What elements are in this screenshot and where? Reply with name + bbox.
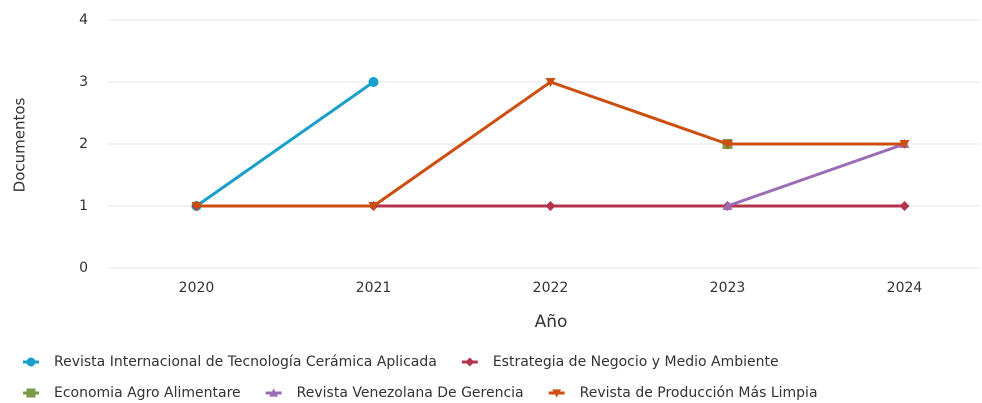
x-tick-label: 2021 [356, 280, 392, 296]
legend-label: Revista Venezolana De Gerencia [297, 385, 524, 401]
x-axis-label: Año [535, 312, 568, 332]
legend-item: Revista Venezolana De Gerencia [265, 385, 524, 401]
legend-item: Revista de Producción Más Limpia [548, 385, 818, 401]
marker [545, 78, 556, 87]
y-tick-label: 3 [79, 74, 88, 90]
legend-item: Revista Internacional de Tecnología Cerá… [23, 354, 437, 370]
legend-label: Estrategia de Negocio y Medio Ambiente [493, 354, 779, 370]
marker [899, 140, 910, 149]
marker [722, 201, 733, 210]
legend-label: Revista de Producción Más Limpia [580, 385, 818, 401]
y-tick-label: 2 [79, 136, 88, 152]
marker [191, 202, 202, 211]
y-tick-label: 1 [79, 198, 88, 214]
marker [552, 389, 562, 398]
legend-item: Estrategia de Negocio y Medio Ambiente [461, 354, 779, 370]
x-tick-label: 2023 [710, 280, 746, 296]
series-line [727, 142, 905, 208]
series-line [195, 80, 375, 208]
marker [26, 388, 36, 398]
y-axis-label: Documentos [11, 97, 29, 192]
marker [899, 201, 910, 211]
marker [545, 201, 556, 211]
x-tick-label: 2020 [179, 280, 215, 296]
x-tick-label: 2024 [887, 280, 923, 296]
marker [368, 77, 379, 87]
legend-item: Economia Agro Alimentare [23, 385, 241, 401]
marker [368, 202, 379, 211]
marker [26, 357, 36, 367]
marker [465, 357, 475, 367]
marker [269, 388, 279, 397]
legend-label: Revista Internacional de Tecnología Cerá… [54, 354, 437, 370]
y-tick-label: 0 [79, 260, 88, 276]
legend-label: Economia Agro Alimentare [54, 385, 241, 401]
y-tick-label: 4 [79, 12, 88, 28]
x-tick-label: 2022 [533, 280, 569, 296]
marker [722, 140, 733, 149]
